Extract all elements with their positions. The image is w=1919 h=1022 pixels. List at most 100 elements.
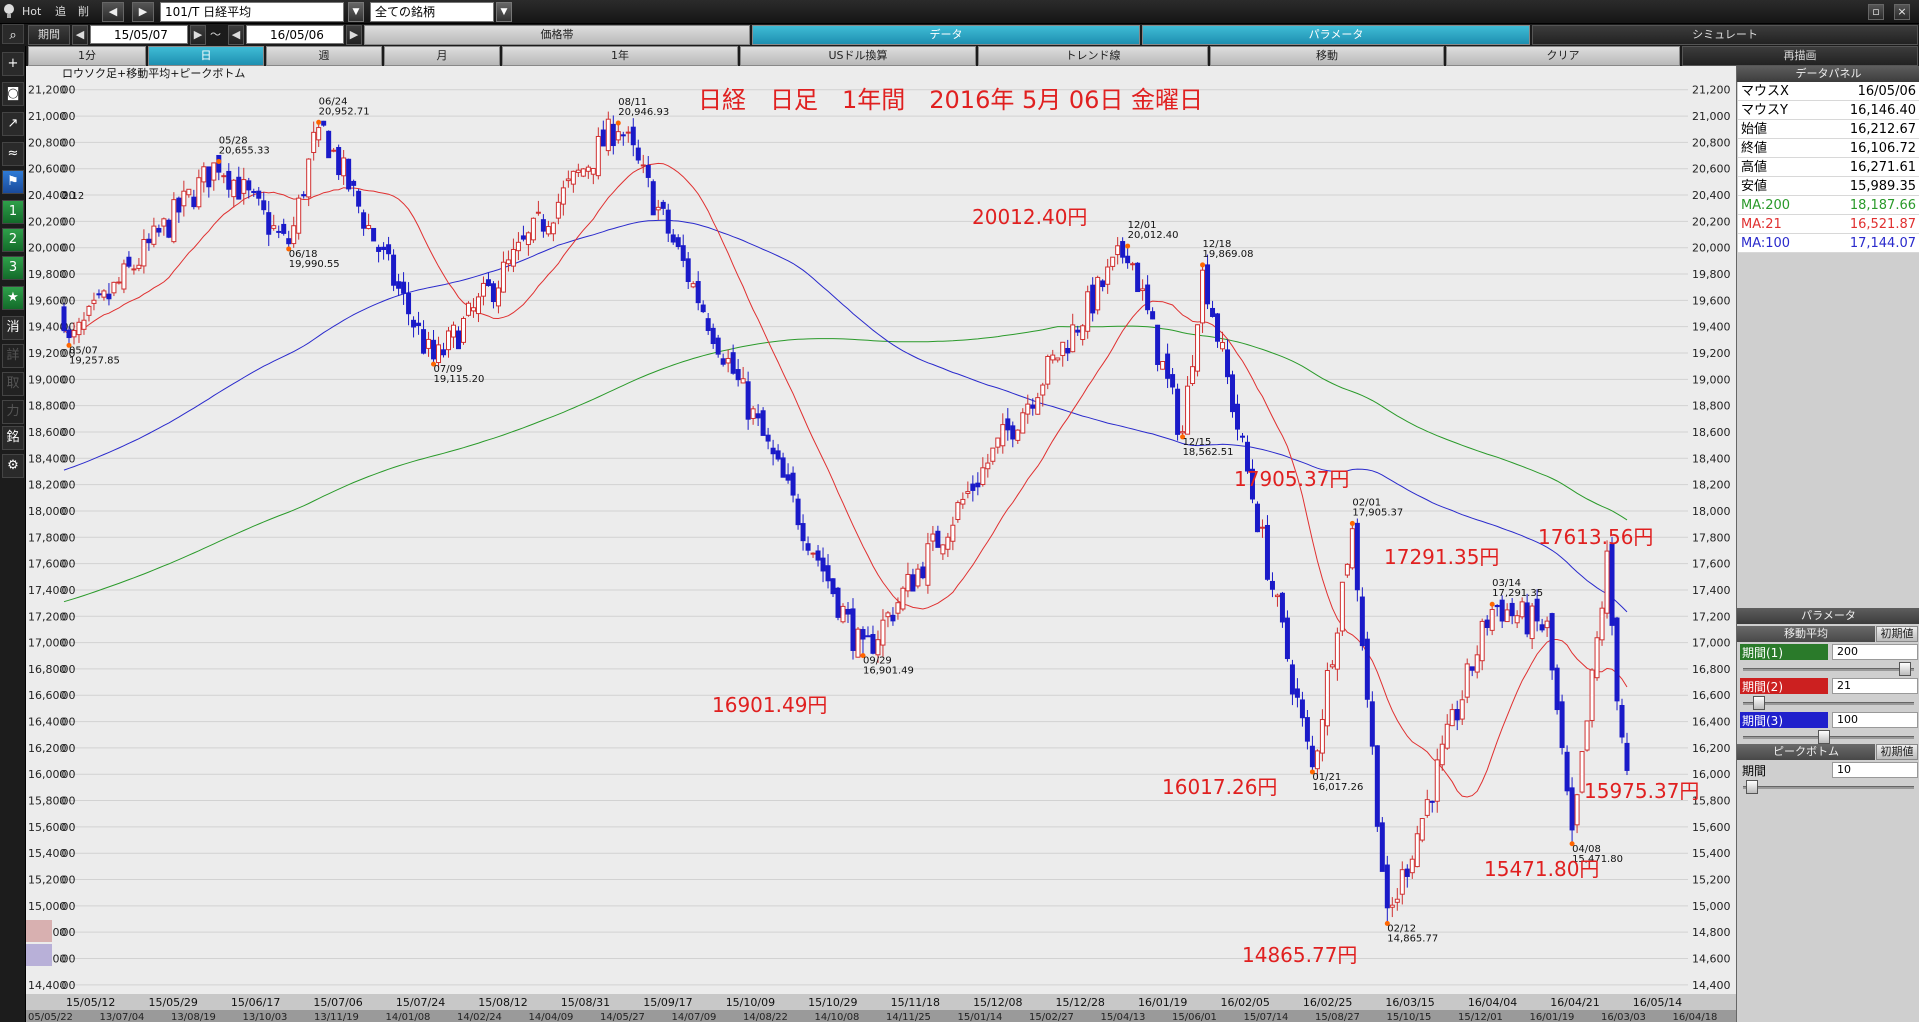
mini-chart-icon[interactable] <box>26 944 52 966</box>
chart-line-icon[interactable]: ↗ <box>2 112 24 136</box>
minimize-button[interactable]: ▫ <box>1868 4 1884 20</box>
date-from-next-icon[interactable]: ▶ <box>190 25 206 45</box>
sidebar-button-9[interactable]: ★ <box>2 286 24 310</box>
candle-body <box>1359 596 1365 647</box>
period-input[interactable]: 100 <box>1832 712 1918 728</box>
y-tick-label: 19,600 <box>28 294 67 307</box>
date-to-next-icon[interactable]: ▶ <box>346 25 362 45</box>
flag-icon[interactable]: ⚑ <box>2 170 24 194</box>
next-symbol-button[interactable]: ▶ <box>132 2 154 22</box>
usd-convert-button[interactable]: USドル換算 <box>740 46 976 66</box>
chart-area[interactable]: 21,200 21,200 21,000 21,000 20,800 20,800 20,6… <box>26 66 1736 1022</box>
pb-period-input[interactable]: 10 <box>1832 762 1918 778</box>
tab-1min[interactable]: 1分 <box>28 46 146 66</box>
candlestick-chart[interactable]: 21,200 21,200 21,000 21,000 20,800 20,800 20,6… <box>26 66 1736 1022</box>
gear-icon[interactable]: ⚙ <box>2 454 24 478</box>
sidebar-button-14[interactable]: 銘 <box>2 426 24 450</box>
symbol-field[interactable]: 101/T 日経平均 <box>160 2 344 22</box>
move-button[interactable]: 移動 <box>1210 46 1444 66</box>
sidebar-button-11[interactable]: 詳 <box>2 344 24 368</box>
x-tick-label: 16/03/15 <box>1385 996 1434 1009</box>
candle-body <box>1409 858 1415 874</box>
peak-marker <box>1309 769 1315 775</box>
price-axis-panel <box>1688 66 1736 994</box>
date-from-prev-icon[interactable]: ◀ <box>72 25 88 45</box>
tab-monthly[interactable]: 月 <box>384 46 500 66</box>
candle-body <box>555 201 561 219</box>
y-tick-label-right: 17,800 <box>1692 531 1731 544</box>
redraw-button[interactable]: 再描画 <box>1682 46 1918 66</box>
candle-body <box>830 578 836 595</box>
slider-knob[interactable] <box>1746 780 1759 794</box>
tab-price-band[interactable]: 価格帯 <box>364 25 750 45</box>
clear-button[interactable]: クリア <box>1446 46 1680 66</box>
lower-date-band <box>26 1010 1736 1022</box>
price-callout: 14865.77円 <box>1242 943 1357 967</box>
candle-body <box>965 491 971 494</box>
trendline-button[interactable]: トレンド線 <box>978 46 1208 66</box>
sidebar-button-8[interactable]: 3 <box>2 256 24 280</box>
candle-body <box>750 408 756 419</box>
period-slider[interactable] <box>1743 696 1914 710</box>
date-from-field[interactable]: 15/05/07 <box>90 25 188 44</box>
x-tick-label: 15/09/17 <box>643 996 692 1009</box>
slider-knob[interactable] <box>1817 730 1830 744</box>
symbol-dropdown-icon[interactable]: ▼ <box>348 2 364 22</box>
slider-knob[interactable] <box>1898 662 1911 676</box>
chart-area-icon[interactable]: ≈ <box>2 142 24 166</box>
search-icon[interactable]: ⌕ <box>2 24 24 44</box>
candle-body <box>1170 374 1176 388</box>
candle-body <box>191 196 197 208</box>
tab-1year[interactable]: 1年 <box>502 46 738 66</box>
candle-body <box>326 130 332 159</box>
period-slider[interactable] <box>1743 662 1914 676</box>
date-to-field[interactable]: 16/05/06 <box>246 25 344 44</box>
candle-body <box>865 635 871 638</box>
sidebar-button-7[interactable]: 2 <box>2 228 24 252</box>
candle-body <box>1379 822 1385 872</box>
pb-init-button[interactable]: 初期値 <box>1876 744 1918 760</box>
candle-body <box>665 209 671 234</box>
candle-body <box>595 135 601 177</box>
tsui-button[interactable]: 追 <box>55 5 66 18</box>
tab-simulate[interactable]: シミュレート <box>1532 25 1918 45</box>
candle-body <box>86 305 92 316</box>
mini-chart-icon[interactable] <box>26 920 52 942</box>
candle-body <box>201 166 207 183</box>
universe-field[interactable]: 全ての銘柄 <box>370 2 494 22</box>
hot-button[interactable]: Hot <box>22 5 42 18</box>
candle-body <box>1150 311 1156 320</box>
period-input[interactable]: 200 <box>1832 644 1918 660</box>
candle-body <box>221 175 227 178</box>
candle-body <box>940 544 946 555</box>
candle-body <box>1439 743 1445 766</box>
universe-dropdown-icon[interactable]: ▼ <box>496 2 512 22</box>
tab-weekly[interactable]: 週 <box>266 46 382 66</box>
date-to-prev-icon[interactable]: ◀ <box>228 25 244 45</box>
tab-daily[interactable]: 日 <box>148 46 264 66</box>
period-slider[interactable] <box>1743 730 1914 744</box>
crosshair-icon[interactable]: + <box>2 52 24 76</box>
y-tick-label-right: 20,200 <box>1692 215 1731 228</box>
y-tick-label-right: 19,200 <box>1692 347 1731 360</box>
sakujo-button[interactable]: 削 <box>78 5 89 18</box>
prev-symbol-button[interactable]: ◀ <box>102 2 124 22</box>
ma-init-button[interactable]: 初期値 <box>1876 626 1918 642</box>
close-button[interactable]: × <box>1894 4 1910 20</box>
y-tick-label-right: 14,400 <box>1692 979 1731 992</box>
sidebar-button-10[interactable]: 消 <box>2 316 24 340</box>
slider-knob[interactable] <box>1752 696 1765 710</box>
period-input[interactable]: 21 <box>1832 678 1918 694</box>
candle-body <box>920 566 926 579</box>
pb-slider[interactable] <box>1743 780 1914 794</box>
bulb-icon[interactable] <box>2 2 16 22</box>
sidebar-button-13[interactable]: 力 <box>2 400 24 424</box>
camera-icon[interactable]: ◙ <box>2 82 24 106</box>
tab-parameter[interactable]: パラメータ <box>1142 25 1530 45</box>
sidebar-button-6[interactable]: 1 <box>2 200 24 224</box>
candle-body <box>1085 291 1091 332</box>
candle-body <box>296 197 302 234</box>
y-tick-label: 21,000 <box>28 110 67 123</box>
tab-data[interactable]: データ <box>752 25 1140 45</box>
sidebar-button-12[interactable]: 取 <box>2 372 24 396</box>
